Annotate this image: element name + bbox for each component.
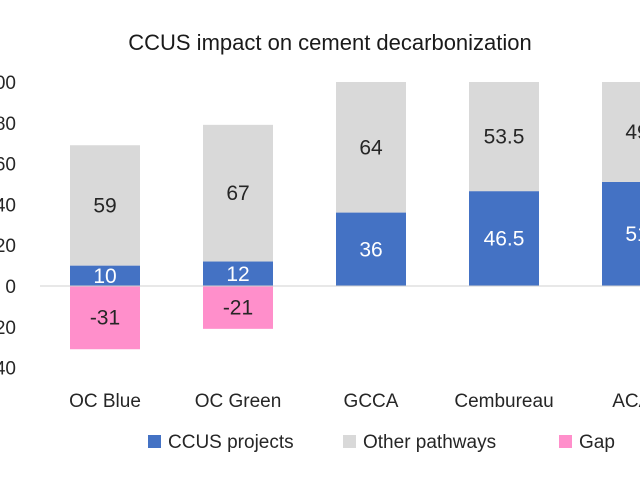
bar-other-pathways bbox=[70, 145, 140, 266]
data-label: -31 bbox=[90, 307, 120, 330]
legend-swatch bbox=[559, 435, 572, 448]
data-label: 10 bbox=[93, 265, 116, 288]
y-tick-label: 20 bbox=[0, 236, 16, 257]
data-label: -21 bbox=[223, 296, 253, 319]
y-tick-label: 40 bbox=[0, 195, 16, 216]
bar-ccus-projects bbox=[203, 261, 273, 286]
x-category-label: OC Blue bbox=[69, 391, 141, 412]
bar-ccus-projects bbox=[469, 191, 539, 286]
y-tick-label: 100 bbox=[0, 73, 16, 94]
bar-ccus-projects bbox=[602, 181, 640, 286]
data-label: 53.5 bbox=[484, 126, 525, 149]
bar-other-pathways bbox=[336, 82, 406, 213]
y-tick-label: 60 bbox=[0, 155, 16, 176]
bar-gap bbox=[203, 286, 273, 329]
legend-swatch bbox=[343, 435, 356, 448]
legend-label: CCUS projects bbox=[168, 432, 294, 453]
data-label: 46.5 bbox=[484, 228, 525, 251]
y-tick-label: -40 bbox=[0, 359, 16, 380]
bar-ccus-projects bbox=[336, 212, 406, 286]
y-tick-label: 80 bbox=[0, 114, 16, 135]
bar-other-pathways bbox=[203, 124, 273, 262]
x-category-label: ACA ( bbox=[612, 391, 640, 412]
data-label: 51 bbox=[625, 223, 640, 246]
legend-label: Gap bbox=[579, 432, 615, 453]
bar-gap bbox=[70, 286, 140, 350]
data-label: 49 bbox=[625, 121, 640, 144]
data-label: 12 bbox=[226, 263, 249, 286]
legend-label: Other pathways bbox=[363, 432, 496, 453]
data-label: 36 bbox=[359, 238, 382, 261]
x-category-label: GCCA bbox=[344, 391, 399, 412]
legend-swatch bbox=[148, 435, 161, 448]
bar-other-pathways bbox=[602, 82, 640, 182]
data-label: 59 bbox=[93, 194, 116, 217]
chart-title: CCUS impact on cement decarbonization bbox=[128, 30, 532, 55]
data-label: 67 bbox=[226, 182, 249, 205]
bar-other-pathways bbox=[469, 82, 539, 192]
x-category-label: Cembureau bbox=[454, 391, 553, 412]
y-tick-label: -20 bbox=[0, 318, 16, 339]
data-label: 64 bbox=[359, 136, 383, 159]
y-tick-label: 0 bbox=[5, 277, 16, 298]
bar-ccus-projects bbox=[70, 265, 140, 286]
x-category-label: OC Green bbox=[195, 391, 282, 412]
